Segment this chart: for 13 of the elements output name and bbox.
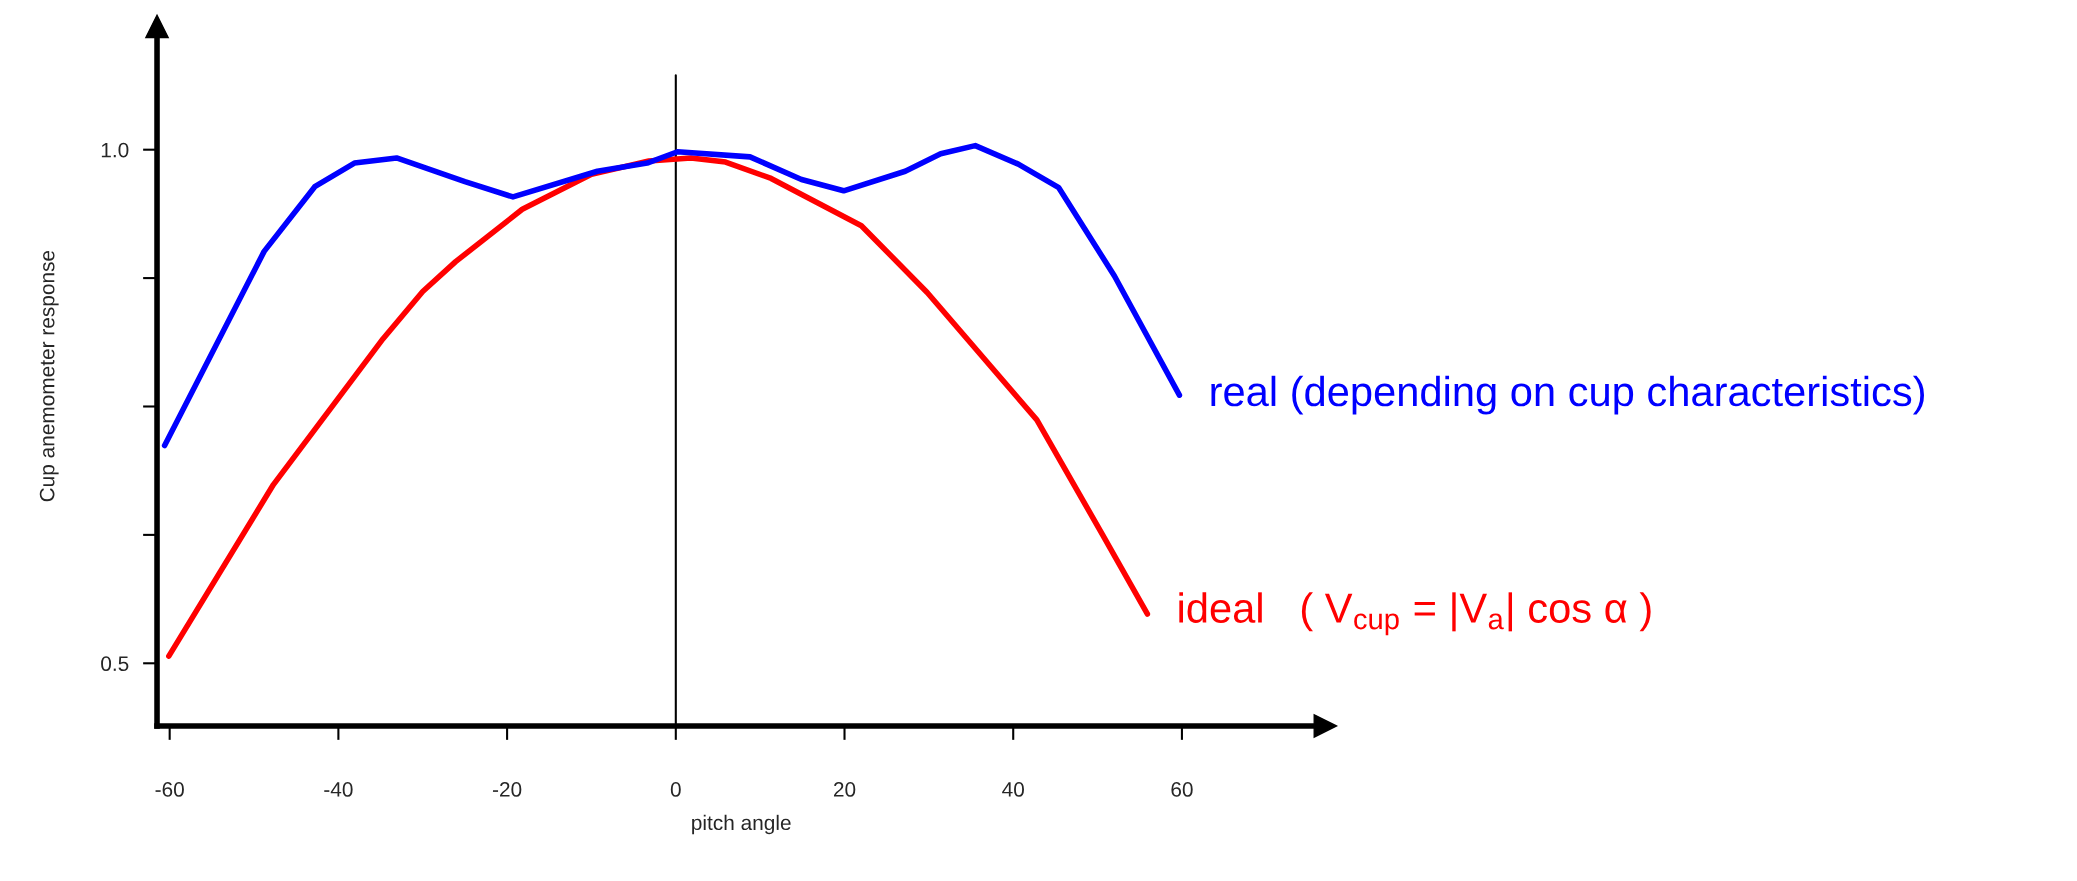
x-tick-label: 20 (833, 782, 856, 797)
x-axis-title: pitch angle (692, 814, 791, 835)
y-axis-title: Cup anemometer response (39, 250, 59, 502)
x-tick-label: 40 (1002, 782, 1024, 797)
x-tick-label: -60 (155, 782, 184, 797)
x-tick-label: -40 (324, 782, 353, 797)
series-label: real (depending on cup characteristics) (1211, 375, 1924, 415)
x-tick-label: 60 (1171, 782, 1193, 797)
y-tick-label: 1.0 (101, 142, 129, 158)
series-label: ideal ( V$_{cup}$ = |V$_{a}$| cos α ) (1179, 592, 1651, 636)
x-tick-label: 0 (670, 782, 681, 797)
y-tick-label: 0.5 (101, 656, 129, 672)
x-tick-label: -20 (492, 782, 522, 797)
